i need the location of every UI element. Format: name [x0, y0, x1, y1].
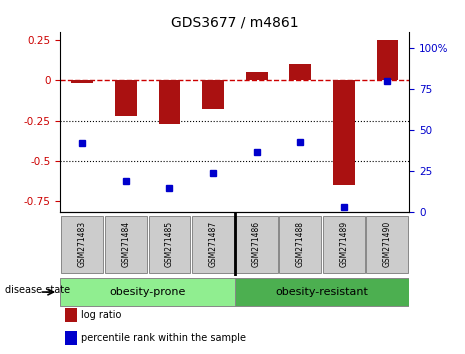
FancyBboxPatch shape: [105, 216, 147, 273]
FancyBboxPatch shape: [366, 216, 408, 273]
Bar: [65, 331, 77, 345]
Text: GSM271487: GSM271487: [208, 221, 218, 267]
Bar: [333, 80, 355, 185]
Text: GSM271486: GSM271486: [252, 221, 261, 267]
Title: GDS3677 / m4861: GDS3677 / m4861: [171, 15, 299, 29]
FancyBboxPatch shape: [192, 216, 234, 273]
Text: GSM271488: GSM271488: [296, 221, 305, 267]
FancyBboxPatch shape: [148, 216, 190, 273]
Bar: [159, 80, 180, 124]
FancyBboxPatch shape: [60, 278, 235, 306]
FancyBboxPatch shape: [61, 216, 103, 273]
Bar: [289, 64, 311, 80]
Bar: [202, 80, 224, 109]
FancyBboxPatch shape: [236, 216, 278, 273]
Text: GSM271485: GSM271485: [165, 221, 174, 267]
Bar: [65, 308, 77, 322]
Text: GSM271489: GSM271489: [339, 221, 348, 267]
Text: GSM271484: GSM271484: [121, 221, 130, 267]
Bar: [246, 72, 267, 80]
Text: percentile rank within the sample: percentile rank within the sample: [81, 333, 246, 343]
Text: log ratio: log ratio: [81, 310, 122, 320]
Text: obesity-resistant: obesity-resistant: [276, 287, 368, 297]
Bar: [377, 40, 399, 80]
Text: GSM271483: GSM271483: [78, 221, 87, 267]
Bar: [71, 80, 93, 84]
Bar: [115, 80, 137, 116]
FancyBboxPatch shape: [279, 216, 321, 273]
Text: obesity-prone: obesity-prone: [109, 287, 186, 297]
FancyBboxPatch shape: [323, 216, 365, 273]
Text: GSM271490: GSM271490: [383, 221, 392, 267]
FancyBboxPatch shape: [235, 278, 409, 306]
Text: disease state: disease state: [5, 285, 70, 295]
